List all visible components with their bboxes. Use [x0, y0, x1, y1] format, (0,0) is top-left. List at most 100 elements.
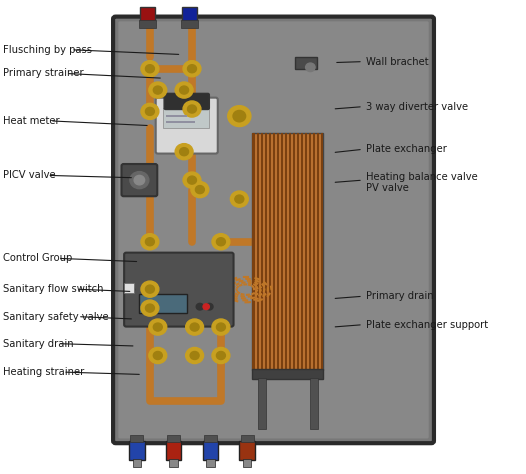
Circle shape: [230, 191, 248, 207]
Bar: [295, 57, 317, 69]
Bar: [310, 378, 318, 429]
Bar: [309, 133, 311, 370]
Circle shape: [153, 323, 162, 331]
Circle shape: [186, 347, 204, 364]
Text: Heat meter: Heat meter: [3, 116, 59, 126]
Bar: [166, 121, 195, 123]
Circle shape: [191, 182, 209, 198]
Circle shape: [190, 352, 199, 359]
Bar: [257, 133, 259, 370]
Bar: [203, 441, 218, 460]
Circle shape: [149, 82, 167, 98]
Circle shape: [203, 304, 209, 310]
Circle shape: [306, 63, 315, 72]
Bar: [313, 133, 316, 370]
Circle shape: [141, 281, 159, 297]
Circle shape: [149, 347, 167, 364]
Bar: [139, 20, 156, 28]
Circle shape: [141, 234, 159, 250]
Circle shape: [128, 287, 135, 292]
Bar: [166, 441, 181, 460]
Text: PICV valve: PICV valve: [3, 170, 55, 181]
Circle shape: [216, 323, 225, 331]
Bar: [166, 115, 187, 117]
Text: Plate exchanger: Plate exchanger: [366, 144, 447, 155]
FancyBboxPatch shape: [118, 21, 429, 438]
Bar: [265, 133, 267, 370]
Bar: [130, 435, 143, 442]
Circle shape: [145, 65, 155, 73]
Circle shape: [235, 195, 244, 203]
Text: Primary drain: Primary drain: [366, 291, 433, 301]
Bar: [133, 459, 141, 467]
Circle shape: [196, 186, 204, 194]
Circle shape: [187, 65, 197, 73]
Circle shape: [153, 352, 162, 359]
Bar: [252, 133, 255, 370]
Circle shape: [179, 86, 188, 94]
Bar: [124, 283, 134, 293]
FancyBboxPatch shape: [124, 253, 234, 327]
Bar: [241, 435, 254, 442]
Bar: [140, 7, 155, 21]
Text: Sanitary drain: Sanitary drain: [3, 338, 73, 349]
Circle shape: [186, 319, 204, 335]
Bar: [297, 133, 299, 370]
Text: 3 way diverter valve: 3 way diverter valve: [366, 101, 468, 112]
Circle shape: [141, 61, 159, 77]
Text: Flusching by pass: Flusching by pass: [3, 45, 92, 55]
Bar: [182, 7, 197, 21]
FancyBboxPatch shape: [122, 164, 157, 196]
Bar: [293, 133, 295, 370]
Bar: [317, 133, 319, 370]
Bar: [206, 459, 215, 467]
Circle shape: [141, 103, 159, 119]
Circle shape: [153, 86, 162, 94]
Bar: [285, 133, 287, 370]
Bar: [204, 435, 217, 442]
Circle shape: [145, 304, 155, 312]
Circle shape: [183, 61, 201, 77]
Circle shape: [183, 172, 201, 188]
Bar: [258, 378, 266, 429]
Bar: [169, 459, 178, 467]
Bar: [239, 441, 255, 460]
Circle shape: [212, 347, 230, 364]
Text: Primary strainer: Primary strainer: [3, 68, 83, 79]
FancyBboxPatch shape: [164, 93, 209, 109]
Bar: [252, 369, 323, 379]
Circle shape: [145, 285, 155, 293]
Circle shape: [134, 175, 145, 185]
Circle shape: [212, 319, 230, 335]
Circle shape: [206, 303, 213, 310]
Text: Sanitary flow switch: Sanitary flow switch: [3, 284, 103, 294]
Text: Heating balance valve
PV valve: Heating balance valve PV valve: [366, 172, 477, 193]
Bar: [243, 459, 251, 467]
Bar: [305, 133, 307, 370]
Bar: [269, 133, 271, 370]
Circle shape: [149, 319, 167, 335]
Circle shape: [175, 144, 193, 160]
Bar: [277, 133, 279, 370]
Circle shape: [130, 172, 149, 189]
Circle shape: [141, 300, 159, 316]
Circle shape: [187, 105, 197, 113]
Bar: [129, 441, 145, 460]
Bar: [181, 20, 198, 28]
Text: Sanitary safety valve: Sanitary safety valve: [3, 311, 108, 322]
Circle shape: [216, 352, 225, 359]
Circle shape: [187, 176, 197, 184]
Bar: [301, 133, 303, 370]
Circle shape: [145, 108, 155, 116]
Circle shape: [212, 234, 230, 250]
Bar: [252, 133, 323, 370]
Text: Heating strainer: Heating strainer: [3, 367, 84, 377]
Bar: [321, 133, 323, 370]
Text: Wall brachet: Wall brachet: [366, 56, 428, 67]
Circle shape: [145, 238, 155, 246]
Text: Plate exchanger support: Plate exchanger support: [366, 319, 488, 330]
Bar: [163, 108, 209, 128]
Text: Control Group: Control Group: [3, 253, 72, 264]
Circle shape: [196, 303, 204, 310]
Circle shape: [216, 238, 225, 246]
